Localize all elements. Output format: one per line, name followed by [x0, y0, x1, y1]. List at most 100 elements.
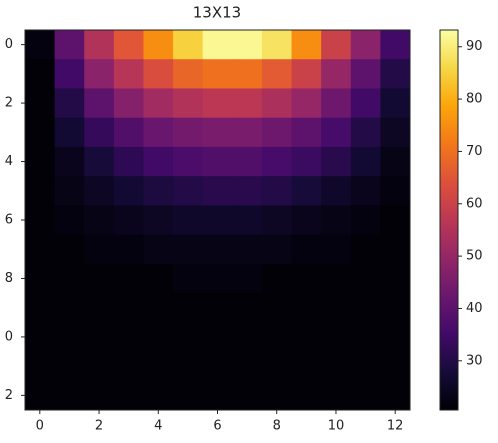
- heatmap-cell: [232, 30, 263, 60]
- heatmap-cell: [261, 293, 293, 323]
- heatmap-cell: [261, 322, 293, 353]
- heatmap-cell: [380, 176, 411, 206]
- heatmap-cell: [291, 88, 322, 119]
- heatmap-cell: [113, 146, 144, 177]
- heatmap-cell: [291, 322, 322, 353]
- heatmap-cell: [143, 263, 174, 294]
- heatmap-cell: [261, 59, 293, 89]
- heatmap-cell: [25, 234, 56, 265]
- heatmap-cell: [84, 293, 115, 323]
- heatmap-cell: [232, 176, 263, 206]
- heatmap-cell: [350, 351, 381, 382]
- heatmap-cell: [173, 263, 204, 294]
- heatmap-cell: [113, 205, 144, 236]
- colorbar-tick-label: 30: [466, 353, 483, 368]
- heatmap-cell: [350, 88, 381, 119]
- heatmap-cell: [25, 30, 56, 60]
- heatmap-cell: [54, 59, 85, 89]
- heatmap-cell: [113, 293, 144, 323]
- heatmap-cell: [25, 380, 56, 411]
- heatmap-cell: [25, 146, 56, 177]
- heatmap-cell: [173, 88, 204, 119]
- heatmap-cell: [202, 88, 233, 119]
- heatmap-cell: [232, 263, 263, 294]
- heatmap-cell: [173, 59, 204, 89]
- heatmap-cell: [113, 88, 144, 119]
- heatmap-cell: [84, 30, 115, 60]
- heatmap-cell: [173, 293, 204, 323]
- heatmap-cell: [143, 351, 174, 382]
- heatmap-cell: [84, 176, 115, 206]
- heatmap-cell: [261, 88, 293, 119]
- x-tick-label: 8: [273, 419, 281, 434]
- heatmap-cell: [291, 146, 322, 177]
- heatmap-cell: [143, 322, 174, 353]
- heatmap-cell: [291, 351, 322, 382]
- heatmap-cell: [261, 380, 293, 411]
- heatmap-cell: [291, 263, 322, 294]
- heatmap-cell: [380, 59, 411, 89]
- heatmap-cell: [350, 380, 381, 411]
- heatmap-cell: [380, 30, 411, 60]
- heatmap-cell: [143, 293, 174, 323]
- heatmap-cell: [380, 263, 411, 294]
- heatmap-cell: [54, 117, 85, 148]
- colorbar-tick-label: 60: [466, 196, 483, 211]
- heatmap-cell: [202, 380, 233, 411]
- heatmap-cell: [84, 234, 115, 265]
- heatmap-cell: [380, 322, 411, 353]
- heatmap-cell: [25, 205, 56, 236]
- heatmap-cell: [84, 59, 115, 89]
- heatmap-cell: [291, 234, 322, 265]
- heatmap-cell: [25, 59, 56, 89]
- heatmap-cell: [202, 117, 233, 148]
- heatmap-cell: [54, 322, 85, 353]
- heatmap-cell: [232, 59, 263, 89]
- heatmap-cell: [232, 380, 263, 411]
- heatmap-cell: [261, 30, 293, 60]
- heatmap-cell: [173, 234, 204, 265]
- heatmap-cell: [380, 117, 411, 148]
- colorbar-tick-label: 50: [466, 249, 483, 264]
- heatmap-cell: [261, 176, 293, 206]
- heatmap-cell: [350, 30, 381, 60]
- heatmap-cell: [84, 380, 115, 411]
- heatmap-cell: [350, 263, 381, 294]
- y-tick-label: 0: [5, 329, 13, 344]
- heatmap-cell: [321, 30, 352, 60]
- heatmap-cell: [261, 117, 293, 148]
- heatmap-cell: [291, 176, 322, 206]
- heatmap-cell: [232, 205, 263, 236]
- heatmap-cell: [113, 234, 144, 265]
- heatmap-cell: [321, 263, 352, 294]
- heatmap-cell: [54, 146, 85, 177]
- heatmap-cell: [25, 88, 56, 119]
- heatmap-cell: [380, 88, 411, 119]
- heatmap-cell: [113, 380, 144, 411]
- heatmap-cell: [25, 117, 56, 148]
- heatmap-cell: [54, 205, 85, 236]
- heatmap-cell: [173, 146, 204, 177]
- heatmap-cell: [380, 380, 411, 411]
- heatmap-cell: [202, 146, 233, 177]
- x-tick-label: 4: [154, 419, 162, 434]
- heatmap-cell: [25, 351, 56, 382]
- heatmap-cell: [113, 263, 144, 294]
- heatmap-cell: [350, 293, 381, 323]
- heatmap-cell: [54, 88, 85, 119]
- heatmap-cell: [173, 117, 204, 148]
- y-tick-label: 2: [5, 388, 13, 403]
- heatmap-cell: [113, 351, 144, 382]
- heatmap-cell: [84, 322, 115, 353]
- heatmap-cell: [202, 205, 233, 236]
- x-tick-label: 0: [36, 419, 44, 434]
- heatmap-cell: [232, 351, 263, 382]
- heatmap-cell: [54, 293, 85, 323]
- heatmap-cell: [113, 322, 144, 353]
- heatmap-cell: [54, 234, 85, 265]
- heatmap-cell: [143, 234, 174, 265]
- x-tick-label: 12: [387, 419, 404, 434]
- heatmap-cell: [232, 322, 263, 353]
- heatmap-cell: [202, 234, 233, 265]
- heatmap-cell: [291, 59, 322, 89]
